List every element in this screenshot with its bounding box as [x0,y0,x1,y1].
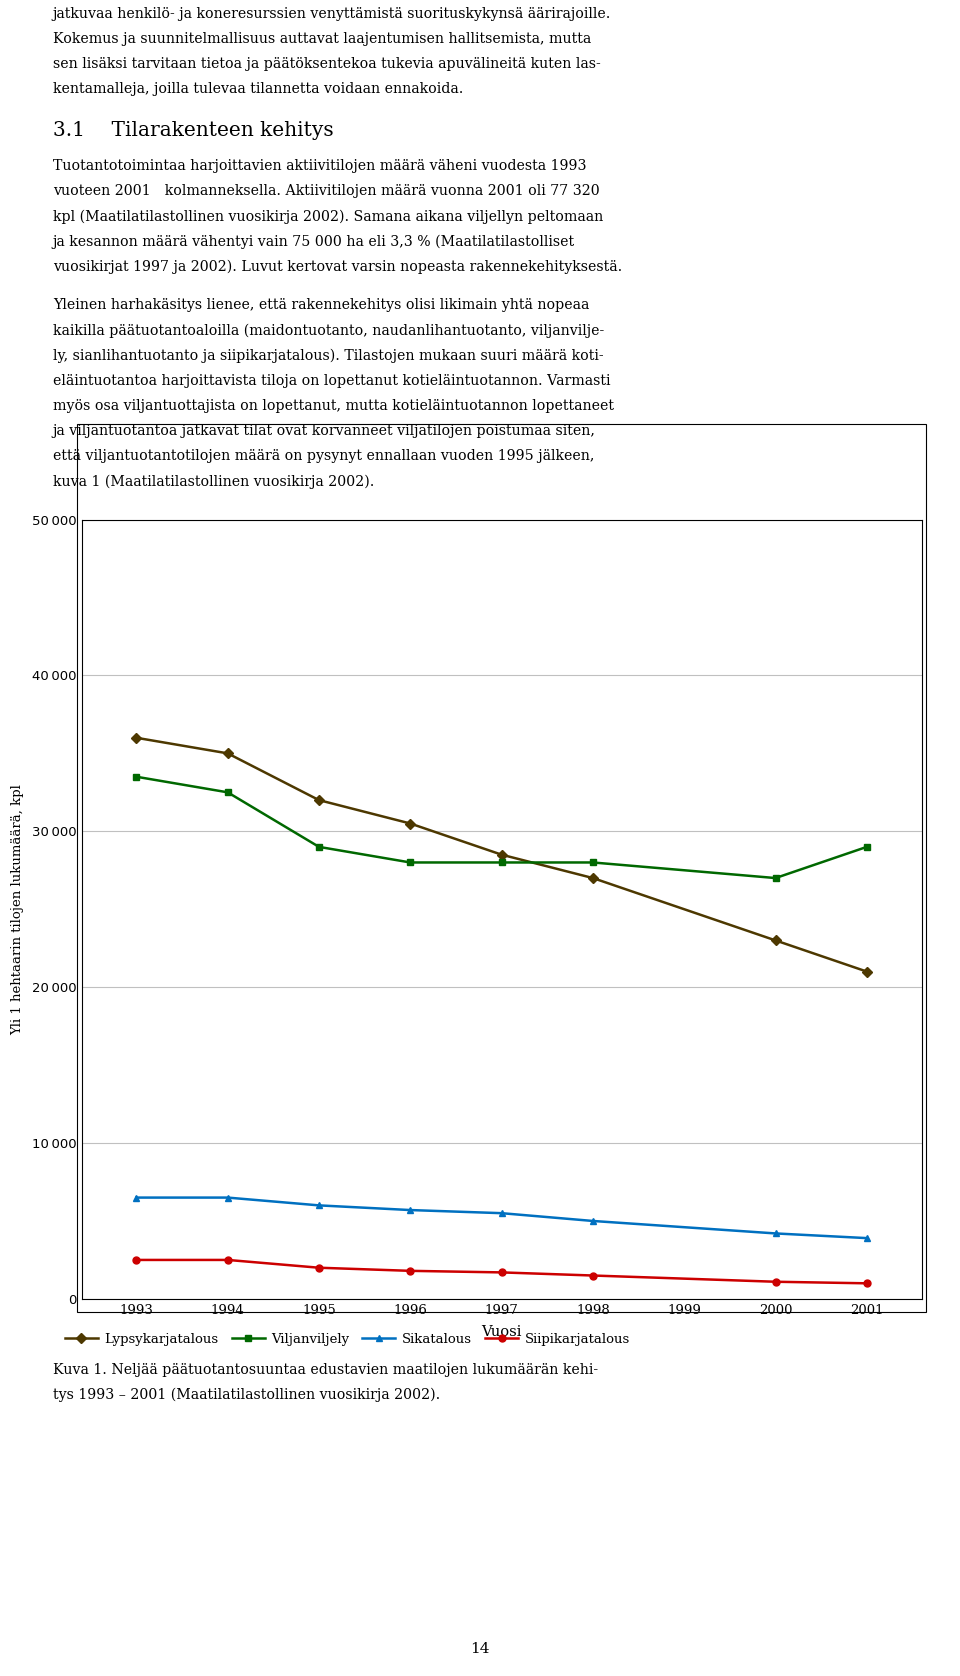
Text: 3.1  Tilarakenteen kehitys: 3.1 Tilarakenteen kehitys [53,121,333,139]
Line: Siipikarjatalous: Siipikarjatalous [132,1257,871,1287]
Viljanviljely [404,853,416,873]
Siipikarjatalous [770,1272,781,1292]
Lypsykarjatalous [404,813,416,833]
Viljanviljely [770,868,781,888]
Sikatalous [861,1229,873,1249]
Text: myös osa viljantuottajista on lopettanut, mutta kotieläintuotannon lopettaneet: myös osa viljantuottajista on lopettanut… [53,399,613,412]
Sikatalous [496,1203,508,1223]
Siipikarjatalous [588,1265,599,1285]
Text: sen lisäksi tarvitaan tietoa ja päätöksentekoa tukevia apuvälineitä kuten las-: sen lisäksi tarvitaan tietoa ja päätökse… [53,57,601,70]
Viljanviljely [496,853,508,873]
Text: Kokemus ja suunnitelmallisuus auttavat laajentumisen hallitsemista, mutta: Kokemus ja suunnitelmallisuus auttavat l… [53,32,591,45]
Lypsykarjatalous [861,962,873,982]
Y-axis label: Yli 1 hehtaarin tilojen lukumäärä, kpl: Yli 1 hehtaarin tilojen lukumäärä, kpl [11,784,24,1034]
Text: kuva 1 (Maatilatilastollinen vuosikirja 2002).: kuva 1 (Maatilatilastollinen vuosikirja … [53,474,374,489]
Viljanviljely [222,783,233,803]
Text: 14: 14 [470,1642,490,1656]
Text: kpl (Maatilatilastollinen vuosikirja 2002). Samana aikana viljellyn peltomaan: kpl (Maatilatilastollinen vuosikirja 200… [53,210,603,225]
Siipikarjatalous [861,1274,873,1294]
Line: Lypsykarjatalous: Lypsykarjatalous [132,734,871,975]
Sikatalous [588,1210,599,1230]
Lypsykarjatalous [222,744,233,764]
Text: Yleinen harhakäsitys lienee, että rakennekehitys olisi likimain yhtä nopeaa: Yleinen harhakäsitys lienee, että rakenn… [53,298,589,312]
Siipikarjatalous [313,1257,324,1277]
Text: ja kesannon määrä vähentyi vain 75 000 ha eli 3,3 % (Maatilatilastolliset: ja kesannon määrä vähentyi vain 75 000 h… [53,235,575,250]
Text: vuosikirjat 1997 ja 2002). Luvut kertovat varsin nopeasta rakennekehityksestä.: vuosikirjat 1997 ja 2002). Luvut kertova… [53,260,622,275]
Text: ja viljantuotantoa jatkavat tilat ovat korvanneet viljatilojen poistumaa siten,: ja viljantuotantoa jatkavat tilat ovat k… [53,424,595,437]
Text: kentamalleja, joilla tulevaa tilannetta voidaan ennakoida.: kentamalleja, joilla tulevaa tilannetta … [53,82,463,96]
Text: kaikilla päätuotantoaloilla (maidontuotanto, naudanlihantuotanto, viljanvilje-: kaikilla päätuotantoaloilla (maidontuota… [53,323,604,339]
Viljanviljely [588,853,599,873]
X-axis label: Vuosi: Vuosi [481,1326,522,1339]
Text: Tuotantotoimintaa harjoittavien aktiivitilojen määrä väheni vuodesta 1993: Tuotantotoimintaa harjoittavien aktiivit… [53,159,587,173]
Siipikarjatalous [131,1250,142,1270]
Viljanviljely [313,836,324,856]
Sikatalous [222,1188,233,1208]
Sikatalous [770,1223,781,1244]
Legend: Lypsykarjatalous, Viljanviljely, Sikatalous, Siipikarjatalous: Lypsykarjatalous, Viljanviljely, Sikatal… [60,1327,636,1351]
Sikatalous [313,1195,324,1215]
Siipikarjatalous [222,1250,233,1270]
Lypsykarjatalous [313,789,324,810]
Siipikarjatalous [496,1262,508,1282]
Text: eläintuotantoa harjoittavista tiloja on lopettanut kotieläintuotannon. Varmasti: eläintuotantoa harjoittavista tiloja on … [53,374,611,387]
Sikatalous [131,1188,142,1208]
Viljanviljely [861,836,873,856]
Viljanviljely [131,766,142,786]
Lypsykarjatalous [770,930,781,950]
Text: jatkuvaa henkilö- ja koneresurssien venyttämistä suorituskykynsä äärirajoille.: jatkuvaa henkilö- ja koneresurssien veny… [53,7,612,20]
Lypsykarjatalous [131,727,142,747]
Line: Viljanviljely: Viljanviljely [132,773,871,882]
Lypsykarjatalous [588,868,599,888]
Text: Kuva 1. Neljää päätuotantosuuntaa edustavien maatilojen lukumäärän kehi-: Kuva 1. Neljää päätuotantosuuntaa edusta… [53,1363,598,1376]
Line: Sikatalous: Sikatalous [132,1193,871,1242]
Text: että viljantuotantotilojen määrä on pysynyt ennallaan vuoden 1995 jälkeen,: että viljantuotantotilojen määrä on pysy… [53,449,594,463]
Lypsykarjatalous [496,845,508,865]
Text: tys 1993 – 2001 (Maatilatilastollinen vuosikirja 2002).: tys 1993 – 2001 (Maatilatilastollinen vu… [53,1388,440,1403]
Text: vuoteen 2001 kolmanneksella. Aktiivitilojen määrä vuonna 2001 oli 77 320: vuoteen 2001 kolmanneksella. Aktiivitilo… [53,184,600,198]
Siipikarjatalous [404,1260,416,1280]
Sikatalous [404,1200,416,1220]
Text: ly, sianlihantuotanto ja siipikarjatalous). Tilastojen mukaan suuri määrä koti-: ly, sianlihantuotanto ja siipikarjatalou… [53,349,604,364]
